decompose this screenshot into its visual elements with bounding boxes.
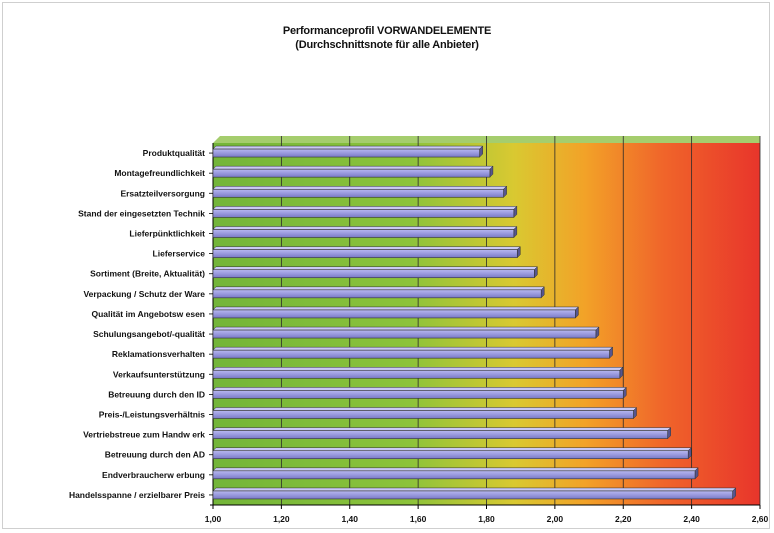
- bar: [212, 349, 610, 359]
- category-label: Preis-/Leistungsverhältnis: [99, 410, 206, 420]
- bar-top: [212, 346, 614, 351]
- x-tick-label: 1,60: [410, 514, 427, 524]
- bar-top: [212, 447, 692, 451]
- chart-title: Performanceprofil VORWANDELEMENTE: [282, 25, 492, 37]
- x-tick-label: 1,40: [341, 514, 358, 524]
- x-tick-label: 2,00: [547, 514, 564, 524]
- x-tick-label: 1,80: [478, 514, 495, 524]
- bar-top: [212, 145, 484, 150]
- bar-top: [212, 467, 699, 472]
- bar-top: [212, 407, 638, 411]
- bar: [212, 450, 689, 460]
- bar-top: [212, 367, 624, 371]
- x-tick-label: 2,60: [752, 514, 769, 524]
- bar: [212, 229, 515, 238]
- bar: [212, 289, 542, 299]
- category-label: Verpackung / Schutz der Ware: [83, 289, 205, 299]
- category-label: Endverbraucherw erbung: [102, 470, 205, 480]
- category-label: Sortiment (Breite, Aktualität): [90, 269, 205, 279]
- bar: [212, 188, 504, 198]
- bar-top: [212, 286, 545, 291]
- category-label: Lieferpünktlichkeit: [129, 229, 205, 239]
- bar-top: [212, 427, 672, 431]
- bar: [212, 209, 515, 218]
- bar-top: [212, 326, 600, 331]
- category-label: Montagefreundlichkeit: [114, 168, 205, 178]
- bar: [212, 329, 597, 339]
- category-label: Stand der eingesetzten Technik: [78, 208, 205, 218]
- chart-subtitle: (Durchschnittsnote für alle Anbieter): [295, 39, 479, 51]
- x-tick-label: 2,20: [615, 514, 632, 524]
- bar-top: [212, 246, 521, 250]
- bar: [212, 168, 491, 178]
- category-label: Verkaufsunterstützung: [113, 369, 205, 379]
- bar-top: [212, 206, 518, 210]
- bar: [212, 309, 576, 319]
- bar-top: [212, 487, 737, 492]
- bar: [212, 269, 535, 279]
- category-label: Qualität im Angebotsw esen: [91, 309, 205, 319]
- x-tick-label: 1,00: [205, 514, 222, 524]
- category-label: Produktqualität: [143, 148, 206, 158]
- category-label: Handelsspanne / erzielbarer Preis: [69, 490, 205, 500]
- x-tick-label: 1,20: [273, 514, 290, 524]
- category-label: Betreuung durch den ID: [108, 389, 205, 399]
- bar: [212, 470, 696, 480]
- category-label: Ersatzteilversorgung: [120, 188, 205, 198]
- category-label: Reklamationsverhalten: [112, 349, 205, 359]
- bar: [212, 148, 480, 158]
- category-label: Schulungsangebot/-qualität: [93, 329, 205, 339]
- bar-top: [212, 306, 579, 311]
- bar: [212, 390, 624, 399]
- bar-top: [212, 266, 538, 270]
- bar-top: [212, 186, 508, 190]
- bar: [212, 249, 518, 258]
- bar: [212, 490, 733, 500]
- bar: [212, 369, 621, 379]
- category-label: Betreuung durch den AD: [105, 450, 205, 460]
- bar-top: [212, 387, 627, 391]
- bar: [212, 410, 634, 419]
- category-label: Vertriebstreue zum Handw erk: [83, 430, 205, 440]
- bar-top: [212, 165, 494, 170]
- bar: [212, 430, 668, 439]
- category-label: Lieferservice: [153, 249, 206, 259]
- bar-top: [212, 226, 518, 230]
- x-tick-label: 2,40: [683, 514, 700, 524]
